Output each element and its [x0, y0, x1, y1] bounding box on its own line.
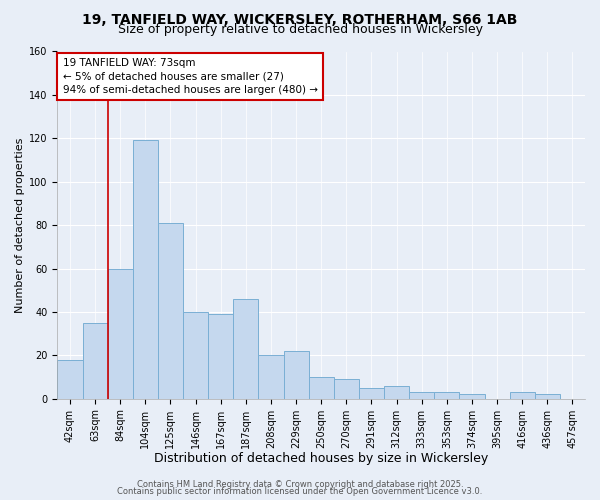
Bar: [133, 140, 158, 398]
Bar: [535, 394, 560, 398]
Bar: [308, 377, 334, 398]
Bar: [460, 394, 485, 398]
Bar: [259, 356, 284, 399]
Bar: [83, 323, 107, 398]
Y-axis label: Number of detached properties: Number of detached properties: [15, 138, 25, 313]
X-axis label: Distribution of detached houses by size in Wickersley: Distribution of detached houses by size …: [154, 452, 488, 465]
Bar: [384, 386, 409, 398]
Bar: [58, 360, 83, 399]
Bar: [107, 268, 133, 398]
Text: Contains HM Land Registry data © Crown copyright and database right 2025.: Contains HM Land Registry data © Crown c…: [137, 480, 463, 489]
Bar: [183, 312, 208, 398]
Bar: [208, 314, 233, 398]
Text: 19, TANFIELD WAY, WICKERSLEY, ROTHERHAM, S66 1AB: 19, TANFIELD WAY, WICKERSLEY, ROTHERHAM,…: [82, 12, 518, 26]
Text: Contains public sector information licensed under the Open Government Licence v3: Contains public sector information licen…: [118, 487, 482, 496]
Text: 19 TANFIELD WAY: 73sqm
← 5% of detached houses are smaller (27)
94% of semi-deta: 19 TANFIELD WAY: 73sqm ← 5% of detached …: [62, 58, 317, 95]
Bar: [434, 392, 460, 398]
Bar: [409, 392, 434, 398]
Bar: [509, 392, 535, 398]
Bar: [334, 379, 359, 398]
Bar: [233, 299, 259, 398]
Bar: [284, 351, 308, 399]
Text: Size of property relative to detached houses in Wickersley: Size of property relative to detached ho…: [118, 22, 482, 36]
Bar: [359, 388, 384, 398]
Bar: [158, 223, 183, 398]
